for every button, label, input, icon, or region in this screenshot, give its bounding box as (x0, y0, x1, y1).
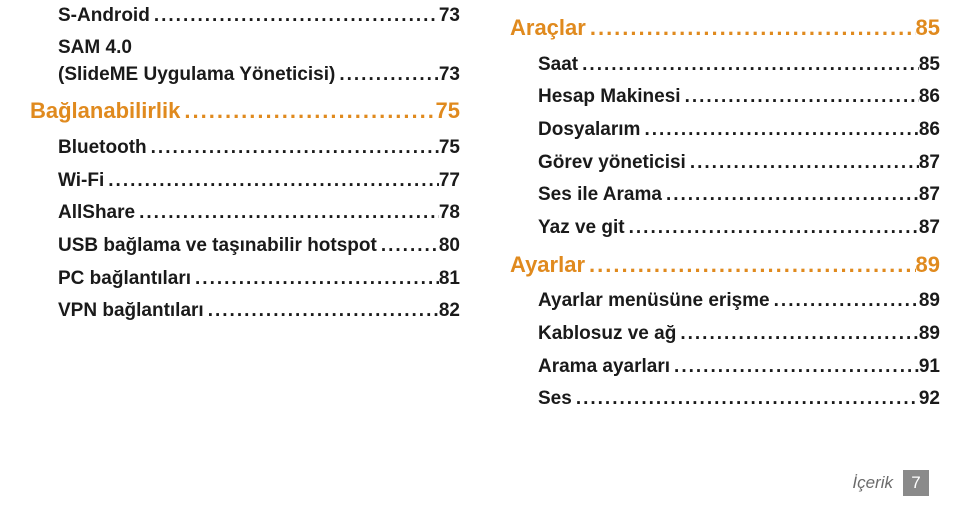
toc-page-number: 75 (439, 136, 460, 161)
toc-sub-row[interactable]: S-Android...............................… (30, 4, 460, 29)
page-footer: İçerik 7 (852, 470, 929, 496)
toc-sub-row[interactable]: Ses ile Arama...........................… (510, 183, 940, 208)
toc-leader-dots: ........................................… (150, 4, 439, 29)
toc-page-number: 85 (916, 14, 940, 43)
toc-label: AllShare (58, 201, 135, 226)
toc-sub-row[interactable]: Hesap Makinesi..........................… (510, 85, 940, 110)
toc-page-number: 89 (919, 289, 940, 314)
toc-sub-row[interactable]: Görev yöneticisi........................… (510, 151, 940, 176)
toc-leader-dots: ........................................… (585, 251, 916, 280)
footer-label: İçerik (852, 473, 893, 493)
toc-page-number: 75 (436, 97, 460, 126)
toc-sub-row[interactable]: Ayarlar menüsüne erişme.................… (510, 289, 940, 314)
toc-sub-row[interactable]: Bluetooth...............................… (30, 136, 460, 161)
toc-leader-dots: ........................................… (625, 216, 919, 241)
toc-page-number: 87 (919, 216, 940, 241)
toc-sub-row[interactable]: (SlideME Uygulama Yöneticisi)...........… (30, 63, 460, 88)
toc-sub-row[interactable]: AllShare................................… (30, 201, 460, 226)
toc-leader-dots: ........................................… (640, 118, 918, 143)
toc-column-right: Araçlar.................................… (510, 4, 940, 420)
toc-leader-dots: ........................................… (191, 267, 439, 292)
toc-label: Saat (538, 53, 578, 78)
toc-page-number: 91 (919, 355, 940, 380)
toc-label: USB bağlama ve taşınabilir hotspot (58, 234, 377, 259)
toc-page-number: 87 (919, 151, 940, 176)
toc-sub-row[interactable]: Wi-Fi...................................… (30, 169, 460, 194)
toc-sub-row[interactable]: VPN bağlantıları........................… (30, 299, 460, 324)
toc-page-number: 73 (439, 63, 460, 88)
toc-plain-line: SAM 4.0 (30, 37, 460, 59)
toc-page-number: 92 (919, 387, 940, 412)
toc-leader-dots: ........................................… (180, 97, 435, 126)
toc-label: VPN bağlantıları (58, 299, 204, 324)
toc-label: Bluetooth (58, 136, 147, 161)
toc-section-row[interactable]: Araçlar.................................… (510, 14, 940, 43)
toc-label: Dosyalarım (538, 118, 640, 143)
toc-sub-row[interactable]: Dosyalarım..............................… (510, 118, 940, 143)
toc-label: (SlideME Uygulama Yöneticisi) (58, 63, 335, 88)
toc-leader-dots: ........................................… (662, 183, 919, 208)
toc-label: Ayarlar (510, 251, 585, 280)
page-container: S-Android...............................… (0, 0, 959, 420)
toc-leader-dots: ........................................… (135, 201, 439, 226)
toc-leader-dots: ........................................… (681, 85, 919, 110)
toc-page-number: 87 (919, 183, 940, 208)
toc-page-number: 86 (919, 85, 940, 110)
toc-label: Kablosuz ve ağ (538, 322, 676, 347)
toc-sub-row[interactable]: Arama ayarları..........................… (510, 355, 940, 380)
toc-leader-dots: ........................................… (147, 136, 439, 161)
toc-page-number: 73 (439, 4, 460, 29)
toc-label: Bağlanabilirlik (30, 97, 180, 126)
toc-page-number: 77 (439, 169, 460, 194)
toc-sub-row[interactable]: PC bağlantıları.........................… (30, 267, 460, 292)
toc-leader-dots: ........................................… (572, 387, 919, 412)
toc-sub-row[interactable]: Kablosuz ve ağ..........................… (510, 322, 940, 347)
toc-label: Wi-Fi (58, 169, 104, 194)
toc-leader-dots: ........................................… (670, 355, 919, 380)
toc-sub-row[interactable]: Saat....................................… (510, 53, 940, 78)
toc-label: Ses (538, 387, 572, 412)
toc-label: Hesap Makinesi (538, 85, 681, 110)
toc-page-number: 86 (919, 118, 940, 143)
toc-column-left: S-Android...............................… (30, 4, 460, 420)
toc-leader-dots: ........................................… (586, 14, 916, 43)
toc-page-number: 82 (439, 299, 460, 324)
toc-label: Ayarlar menüsüne erişme (538, 289, 770, 314)
toc-leader-dots: ........................................… (104, 169, 439, 194)
toc-label: Görev yöneticisi (538, 151, 686, 176)
toc-page-number: 80 (439, 234, 460, 259)
toc-label: S-Android (58, 4, 150, 29)
toc-leader-dots: ........................................… (676, 322, 919, 347)
toc-label: Ses ile Arama (538, 183, 662, 208)
toc-leader-dots: ........................................… (578, 53, 919, 78)
toc-leader-dots: ........................................… (335, 63, 439, 88)
toc-sub-row[interactable]: Yaz ve git..............................… (510, 216, 940, 241)
toc-label: Arama ayarları (538, 355, 670, 380)
toc-page-number: 89 (916, 251, 940, 280)
toc-label: PC bağlantıları (58, 267, 191, 292)
toc-section-row[interactable]: Bağlanabilirlik.........................… (30, 97, 460, 126)
toc-page-number: 78 (439, 201, 460, 226)
toc-section-row[interactable]: Ayarlar.................................… (510, 251, 940, 280)
toc-label: SAM 4.0 (58, 37, 132, 58)
toc-leader-dots: ........................................… (377, 234, 439, 259)
toc-page-number: 81 (439, 267, 460, 292)
toc-leader-dots: ........................................… (770, 289, 919, 314)
toc-sub-row[interactable]: Ses.....................................… (510, 387, 940, 412)
footer-page-number: 7 (903, 470, 929, 496)
toc-label: Araçlar (510, 14, 586, 43)
toc-leader-dots: ........................................… (204, 299, 439, 324)
toc-label: Yaz ve git (538, 216, 625, 241)
toc-page-number: 89 (919, 322, 940, 347)
toc-sub-row[interactable]: USB bağlama ve taşınabilir hotspot......… (30, 234, 460, 259)
toc-leader-dots: ........................................… (686, 151, 919, 176)
toc-page-number: 85 (919, 53, 940, 78)
